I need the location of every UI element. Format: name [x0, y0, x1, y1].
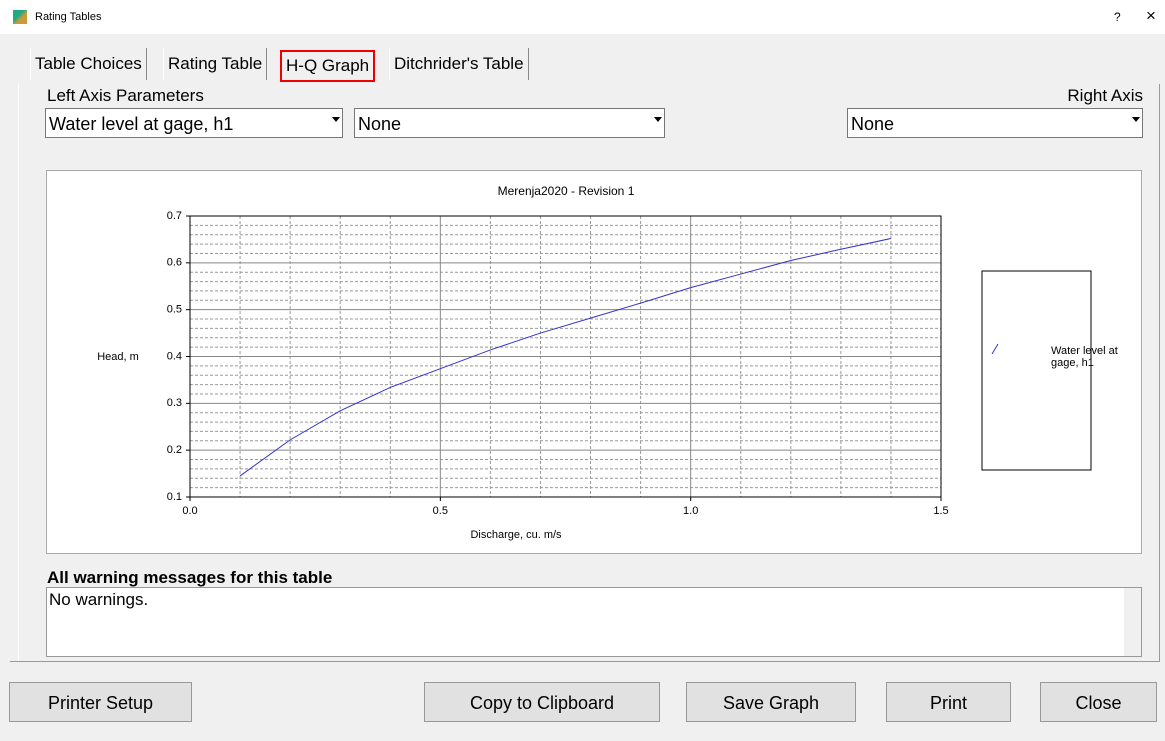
tab-panel	[18, 84, 1160, 662]
chart-frame	[46, 170, 1142, 554]
button[interactable]: Print	[886, 682, 1011, 722]
tab[interactable]: Ditchrider's Table	[389, 48, 529, 80]
button[interactable]: Save Graph	[686, 682, 856, 722]
y-tick-label: 0.1	[167, 491, 182, 503]
y-tick-label: 0.3	[167, 397, 182, 409]
close-button[interactable]: ×	[1146, 6, 1156, 25]
title-bar	[0, 0, 1165, 34]
label: Right Axis	[1067, 86, 1143, 105]
tab-active[interactable]: H-Q Graph	[280, 50, 376, 82]
dropdown-value: None	[358, 114, 402, 134]
tab[interactable]: Rating Table	[163, 48, 268, 80]
app-icon	[13, 10, 27, 24]
legend-label: Water level at gage, h1	[1051, 345, 1118, 369]
y-tick-label: 0.5	[167, 304, 182, 316]
chart-title: Merenja2020 - Revision 1	[498, 184, 635, 198]
section-title: All warning messages for this table	[47, 568, 333, 587]
tab[interactable]: Table Choices	[30, 48, 147, 80]
plot-frame	[189, 215, 942, 498]
button[interactable]: Close	[1040, 682, 1157, 722]
dropdown-value: Water level at gage, h1	[49, 114, 234, 134]
dropdown[interactable]: Water level at gage, h1	[45, 108, 343, 138]
y-tick-label: 0.7	[167, 210, 182, 222]
window-title: Rating Tables	[35, 11, 102, 23]
x-tick-label: 0.0	[182, 505, 197, 517]
x-tick-label: 1.0	[683, 505, 698, 517]
button[interactable]: Copy to Clipboard	[424, 682, 660, 722]
scrollbar	[1124, 588, 1141, 656]
chart: Merenja2020 - Revision 1 Head, m Dischar…	[46, 170, 1142, 554]
x-tick-label: 0.5	[433, 505, 448, 517]
button[interactable]: Printer Setup	[9, 682, 192, 722]
dropdown[interactable]: None	[354, 108, 665, 138]
y-tick-label: 0.4	[167, 350, 182, 362]
warnings-text: No warnings.	[49, 590, 149, 609]
separator	[10, 661, 1160, 662]
legend-swatch	[991, 343, 999, 355]
x-tick-label: 1.5	[933, 505, 948, 517]
y-axis-label: Head, m	[97, 351, 139, 363]
y-tick-label: 0.6	[167, 257, 182, 269]
label: Left Axis Parameters	[47, 86, 204, 105]
legend-box	[981, 270, 1092, 471]
data-line	[239, 237, 892, 477]
warnings-box: No warnings.	[46, 587, 1142, 657]
help-button[interactable]: ?	[1114, 10, 1121, 24]
dropdown[interactable]: None	[847, 108, 1143, 138]
y-tick-label: 0.2	[167, 444, 182, 456]
dropdown-value: None	[851, 114, 895, 134]
x-axis-label: Discharge, cu. m/s	[470, 529, 562, 541]
